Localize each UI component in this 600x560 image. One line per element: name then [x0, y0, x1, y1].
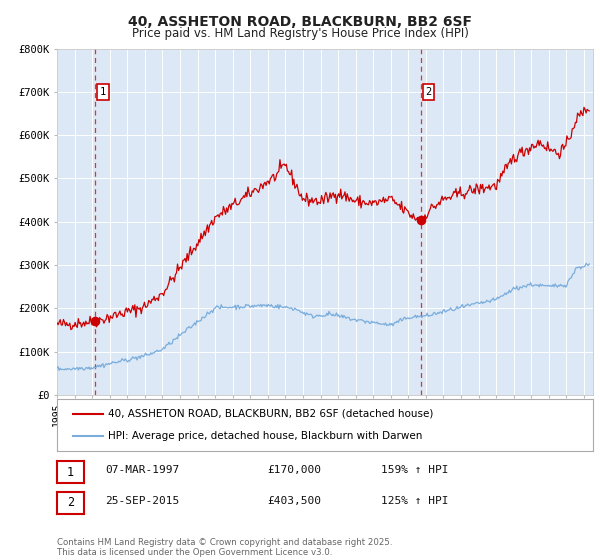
Point — [416, 216, 426, 225]
Text: £170,000: £170,000 — [267, 465, 321, 475]
Text: 07-MAR-1997: 07-MAR-1997 — [105, 465, 179, 475]
Text: 2: 2 — [67, 496, 74, 510]
Text: 159% ↑ HPI: 159% ↑ HPI — [381, 465, 449, 475]
Text: 1: 1 — [100, 87, 106, 97]
Text: 40, ASSHETON ROAD, BLACKBURN, BB2 6SF (detached house): 40, ASSHETON ROAD, BLACKBURN, BB2 6SF (d… — [108, 409, 433, 419]
Text: 40, ASSHETON ROAD, BLACKBURN, BB2 6SF: 40, ASSHETON ROAD, BLACKBURN, BB2 6SF — [128, 15, 472, 29]
Text: 25-SEP-2015: 25-SEP-2015 — [105, 496, 179, 506]
Text: Contains HM Land Registry data © Crown copyright and database right 2025.
This d: Contains HM Land Registry data © Crown c… — [57, 538, 392, 557]
Point — [91, 317, 100, 326]
Text: Price paid vs. HM Land Registry's House Price Index (HPI): Price paid vs. HM Land Registry's House … — [131, 27, 469, 40]
Text: HPI: Average price, detached house, Blackburn with Darwen: HPI: Average price, detached house, Blac… — [108, 431, 422, 441]
Text: £403,500: £403,500 — [267, 496, 321, 506]
Text: 2: 2 — [425, 87, 432, 97]
Text: 1: 1 — [67, 465, 74, 479]
Text: 125% ↑ HPI: 125% ↑ HPI — [381, 496, 449, 506]
